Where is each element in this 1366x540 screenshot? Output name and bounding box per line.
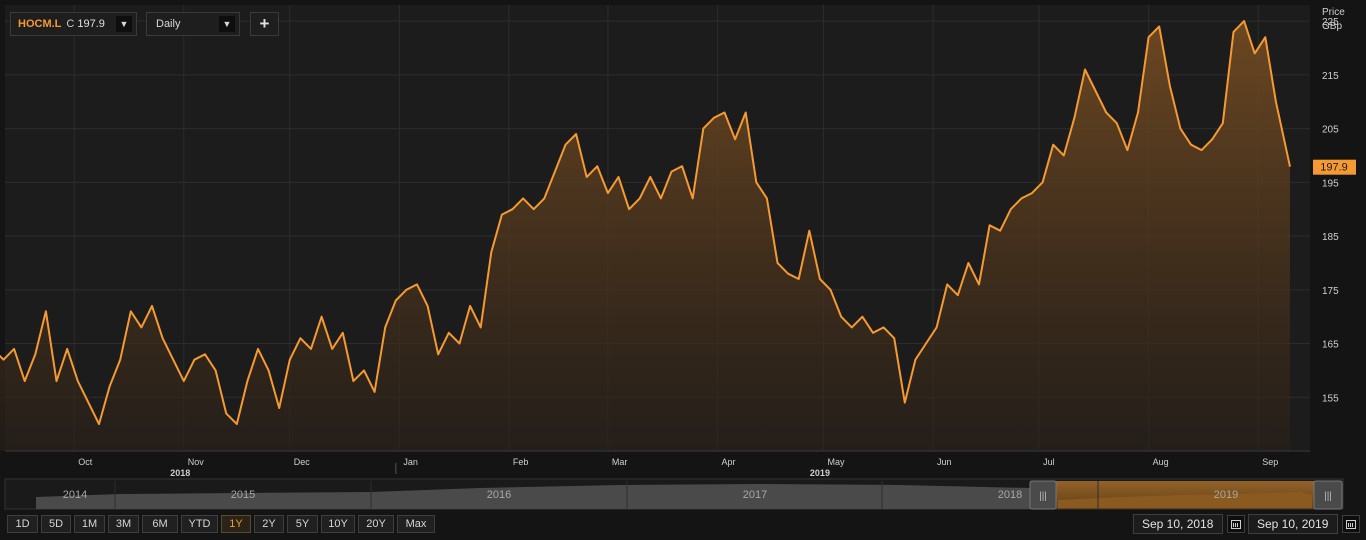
y-axis-label: Price [1322,7,1345,18]
symbol-selector[interactable]: HOCM.L C 197.9 ▼ [10,12,137,36]
last-value-label: 197.9 [1320,162,1348,174]
range-button-3m[interactable]: 3M [108,515,139,533]
x-tick-label: Jul [1043,457,1055,467]
add-indicator-button[interactable]: + [250,12,279,36]
navigator-year-label: 2015 [231,489,255,501]
y-tick-label: 175 [1322,286,1339,297]
chevron-down-icon[interactable]: ▼ [219,16,235,32]
price-line [0,20,1291,426]
navigator-year-label: 2016 [487,489,511,501]
y-tick-label: 215 [1322,71,1339,82]
range-button-5y[interactable]: 5Y [287,515,318,533]
range-button-max[interactable]: Max [397,515,435,533]
y-tick-label: 165 [1322,340,1339,351]
navigator-year-label: 2014 [63,489,87,501]
chevron-down-icon[interactable]: ▼ [116,16,132,32]
interval-selector[interactable]: Daily ▼ [146,12,240,36]
range-button-2y[interactable]: 2Y [254,515,284,533]
navigator-year-label: 2018 [998,489,1022,501]
x-tick-label: Mar [612,457,628,467]
close-prefix: C [66,18,75,30]
date-to-input[interactable]: Sep 10, 2019 [1248,514,1338,534]
x-tick-label: Jun [937,457,952,467]
price-area-fill [0,21,1290,451]
interval-label: Daily [156,18,181,30]
navigator-right-handle-grip: ||| [1324,491,1332,502]
x-tick-label: Apr [721,457,735,467]
range-button-1y[interactable]: 1Y [221,515,251,533]
plus-icon: + [259,14,270,33]
range-button-20y[interactable]: 20Y [358,515,394,533]
y-tick-label: 155 [1322,393,1339,404]
y-tick-label: 195 [1322,178,1339,189]
date-from-input[interactable]: Sep 10, 2018 [1133,514,1223,534]
range-button-5d[interactable]: 5D [41,515,71,533]
x-tick-label: Jan [403,457,418,467]
y-axis-unit: GBp [1322,21,1342,32]
navigator-left-handle[interactable] [1029,480,1057,510]
y-tick-label: 225 [1322,17,1339,28]
navigator-history-area [36,484,1030,509]
x-tick-label: May [827,457,845,467]
x-tick-label: Feb [513,457,529,467]
x-tick-label: Oct [78,457,93,467]
x-tick-label: Dec [294,457,311,467]
y-tick-label: 205 [1322,125,1339,136]
x-tick-label: Aug [1153,457,1169,467]
x-tick-label: Nov [188,457,205,467]
range-button-1m[interactable]: 1M [74,515,105,533]
x-tick-label: Sep [1262,457,1278,467]
navigator-selection-area [1058,492,1312,508]
close-value: 197.9 [77,18,105,30]
navigator-year-label: 2017 [743,489,767,501]
x-year-label: 2018 [170,468,190,478]
range-button-1d[interactable]: 1D [7,515,38,533]
y-tick-label: 185 [1322,232,1339,243]
navigator-right-handle[interactable] [1313,480,1343,510]
x-year-label: 2019 [810,468,830,478]
range-button-10y[interactable]: 10Y [321,515,355,533]
range-button-ytd[interactable]: YTD [181,515,218,533]
navigator-left-handle-grip: ||| [1039,491,1047,502]
range-button-6m[interactable]: 6M [142,515,178,533]
navigator-year-label: 2019 [1214,489,1238,501]
calendar-icon[interactable] [1227,515,1245,533]
calendar-icon[interactable] [1342,515,1360,533]
last-value-badge [1313,159,1356,175]
symbol-label: HOCM.L [18,18,62,30]
